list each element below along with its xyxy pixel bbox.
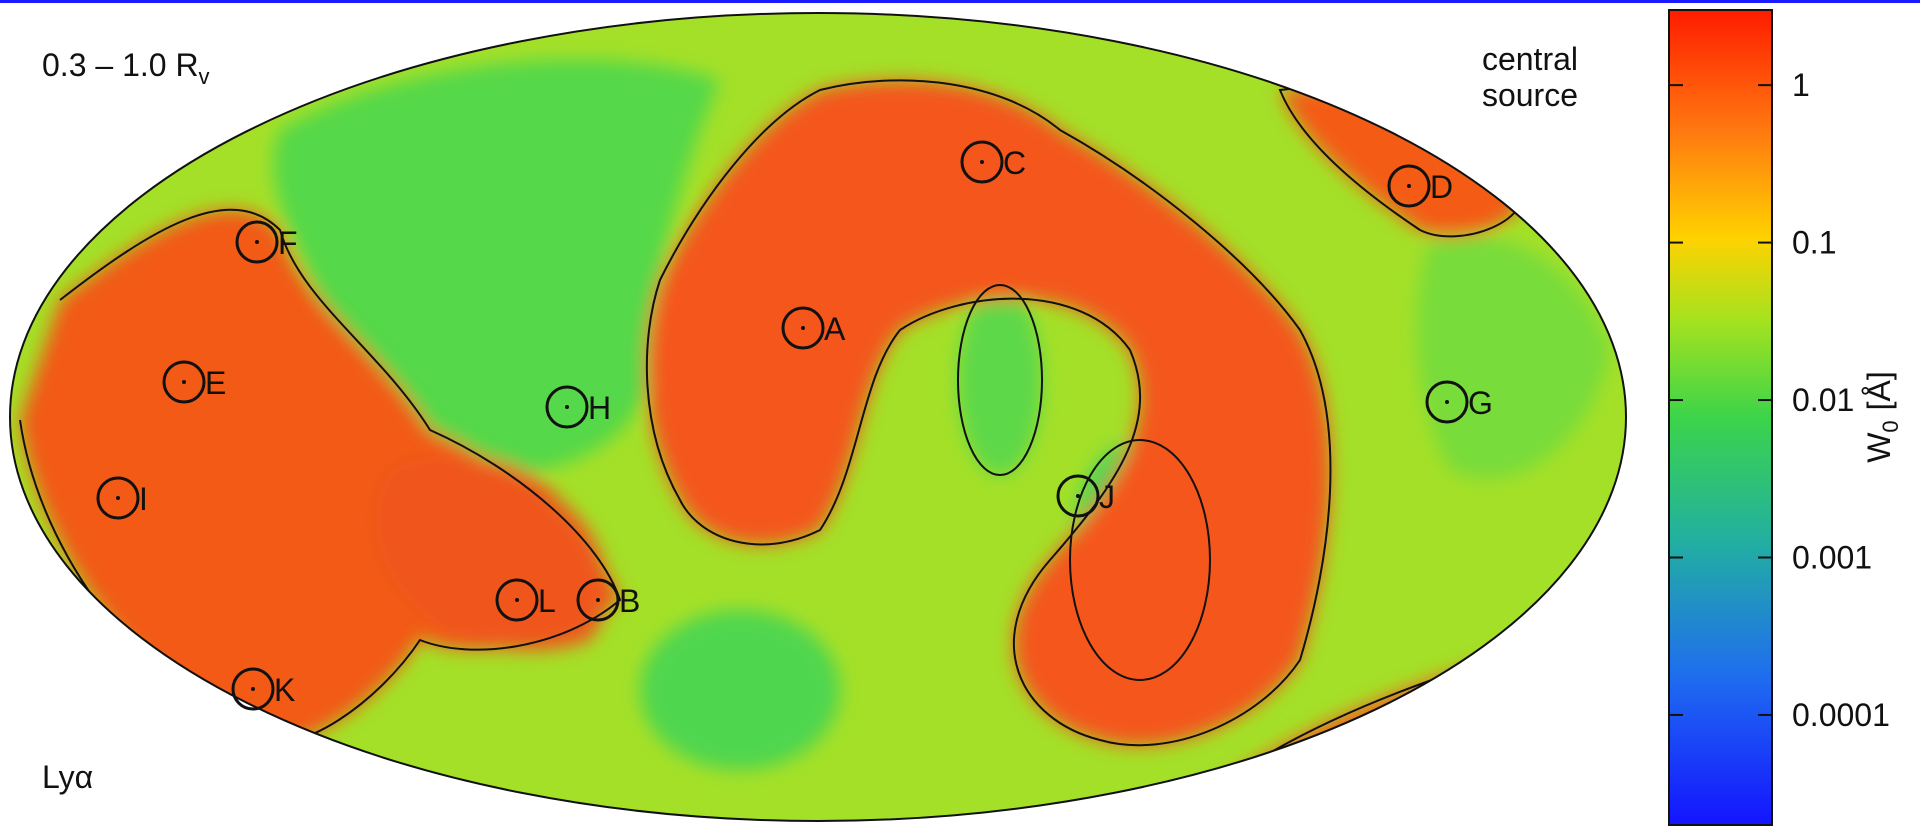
source-label: G <box>1468 385 1493 421</box>
source-dot <box>515 598 519 602</box>
source-label: B <box>619 583 640 619</box>
source-label: E <box>205 365 226 401</box>
source-dot <box>251 687 255 691</box>
source-dot <box>596 598 600 602</box>
colorbar-tick-label: 0.01 <box>1792 382 1854 418</box>
source-dot <box>1445 400 1449 404</box>
sky-map <box>10 13 1626 821</box>
source-dot <box>182 380 186 384</box>
source-ring <box>1056 474 1100 518</box>
source-dot <box>801 326 805 330</box>
colorbar-tick-label: 1 <box>1792 67 1810 103</box>
source-label: K <box>274 672 295 708</box>
line-label: Lyα <box>42 759 93 795</box>
source-dot <box>255 240 259 244</box>
source-ring <box>545 385 589 429</box>
map-regions <box>20 59 1610 811</box>
source-dot <box>565 405 569 409</box>
source-dot <box>1407 184 1411 188</box>
source-label: A <box>824 311 846 347</box>
source-label: I <box>139 481 148 517</box>
source-label: C <box>1003 145 1026 181</box>
source-dot <box>980 160 984 164</box>
source-ring <box>781 306 825 350</box>
source-ring <box>576 578 620 622</box>
colorbar-label: W0[Å] <box>1861 371 1903 463</box>
source-ring <box>1425 380 1469 424</box>
map-outline <box>9 12 1627 822</box>
source-ring <box>231 667 275 711</box>
source-note: source <box>1482 77 1578 113</box>
source-label: L <box>538 583 556 619</box>
source-ring <box>96 476 140 520</box>
top-border <box>0 0 1920 3</box>
source-ring <box>960 140 1004 184</box>
source-note: central <box>1482 41 1578 77</box>
colorbar-tick-label: 0.0001 <box>1792 697 1890 733</box>
colorbar-gradient <box>1668 9 1773 826</box>
colorbar-tick-label: 0.001 <box>1792 539 1872 575</box>
source-ring <box>1387 164 1431 208</box>
sources: A B C D E F G H I J K L <box>96 140 1493 711</box>
source-label: J <box>1099 479 1115 515</box>
colorbar-tick-label: 0.1 <box>1792 225 1836 261</box>
colorbar: 1 0.1 0.01 0.001 0.0001 <box>1668 9 1890 826</box>
source-dot <box>1076 494 1080 498</box>
source-dot <box>116 496 120 500</box>
source-label: H <box>588 390 611 426</box>
source-ring <box>235 220 279 264</box>
source-label: D <box>1430 169 1453 205</box>
source-ring <box>495 578 539 622</box>
source-ring <box>162 360 206 404</box>
source-label: F <box>278 225 298 261</box>
panel-label: 0.3 – 1.0 Rv <box>42 47 210 89</box>
